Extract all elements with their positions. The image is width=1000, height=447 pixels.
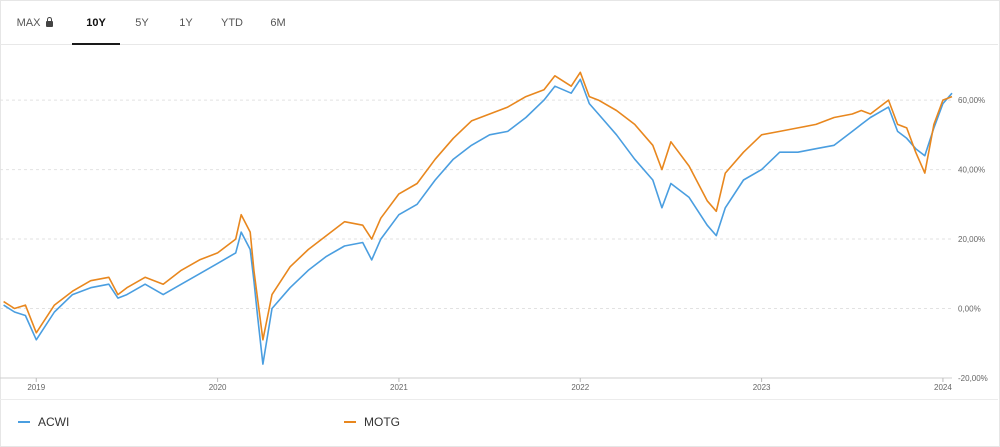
x-tick-label: 2022 (571, 383, 589, 392)
y-axis-ticks: 60,00% 40,00% 20,00% 0,00% -20,00% (958, 96, 988, 383)
tab-10y[interactable]: 10Y (72, 0, 120, 45)
series-lines (3, 71, 953, 365)
tab-10y-label: 10Y (86, 17, 106, 29)
legend-swatch-acwi (18, 421, 30, 423)
period-tabs: MAX 10Y 5Y 1Y YTD 6M (0, 0, 998, 45)
tab-ytd[interactable]: YTD (212, 0, 252, 44)
y-tick-label: -20,00% (958, 374, 988, 383)
tab-ytd-label: YTD (221, 17, 243, 29)
y-tick-label: 60,00% (958, 96, 985, 105)
line-chart: 60,00%40,00%20,00%0,00%-20,00% 2019 2020 2… (0, 71, 988, 392)
x-tick-label: 2019 (27, 383, 45, 392)
grid-lines (0, 99, 952, 379)
tab-6m-label: 6M (270, 17, 286, 29)
tab-max-label: MAX (16, 17, 41, 29)
y-tick-label: 40,00% (958, 166, 985, 175)
y-tick-label: 20,00% (958, 235, 985, 244)
tab-5y-label: 5Y (135, 17, 149, 29)
x-tick-label: 2021 (390, 383, 408, 392)
y-tick-label: 0,00% (958, 305, 981, 314)
series-line-acwi[interactable] (3, 78, 953, 365)
legend-divider (0, 399, 998, 400)
x-tick-label: 2023 (753, 383, 771, 392)
tab-6m[interactable]: 6M (260, 0, 296, 44)
legend-label-motg: MOTG (364, 415, 400, 429)
legend-label-acwi: ACWI (38, 415, 70, 429)
x-tick-label: 2024 (934, 383, 952, 392)
tab-5y[interactable]: 5Y (124, 0, 160, 44)
legend-item-motg[interactable]: MOTG (344, 405, 400, 439)
tab-1y-label: 1Y (179, 17, 193, 29)
lock-icon (46, 17, 54, 27)
tab-1y[interactable]: 1Y (168, 0, 204, 44)
legend-swatch-motg (344, 421, 356, 423)
x-axis-ticks: 2019 2020 2021 2022 2023 2024 (27, 378, 952, 392)
legend-item-acwi[interactable]: ACWI (18, 405, 69, 439)
x-tick-label: 2020 (209, 383, 227, 392)
tab-max[interactable]: MAX (10, 0, 60, 44)
series-line-motg[interactable] (3, 71, 953, 341)
